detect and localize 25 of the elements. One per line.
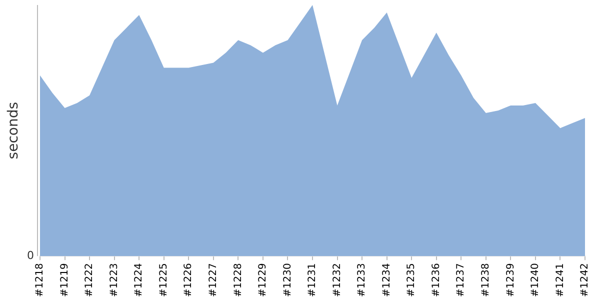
- x-tick-label: #1237: [456, 263, 467, 297]
- x-tick-label: #1239: [505, 263, 516, 297]
- x-tick-label: #1236: [430, 263, 442, 297]
- x-tick-label: #1226: [183, 263, 194, 297]
- x-tick-label: #1231: [307, 263, 318, 297]
- x-tick-label: #1238: [480, 263, 492, 297]
- x-tick-label: #1234: [381, 263, 392, 297]
- x-tick-label: #1242: [580, 263, 591, 297]
- x-tick-label: #1227: [208, 263, 220, 297]
- x-tick-label: #1225: [158, 263, 170, 297]
- x-tick-label: #1241: [554, 263, 566, 297]
- x-tick-label: #1224: [134, 263, 145, 297]
- x-tick-label: #1229: [258, 263, 269, 297]
- x-tick-label: #1218: [34, 263, 46, 297]
- x-tick-label: #1230: [282, 263, 294, 297]
- x-tick-label: #1223: [108, 263, 120, 297]
- y-axis-title: seconds: [6, 102, 22, 160]
- x-tick-label: #1240: [530, 263, 542, 297]
- x-tick-label: #1222: [84, 263, 96, 297]
- x-tick-label: #1232: [332, 263, 343, 297]
- x-tick-label: #1219: [59, 263, 70, 297]
- x-tick-label: #1228: [232, 263, 244, 297]
- x-tick-label: #1233: [356, 263, 368, 297]
- text: 0: [27, 249, 34, 262]
- x-tick-label: #1235: [406, 263, 418, 297]
